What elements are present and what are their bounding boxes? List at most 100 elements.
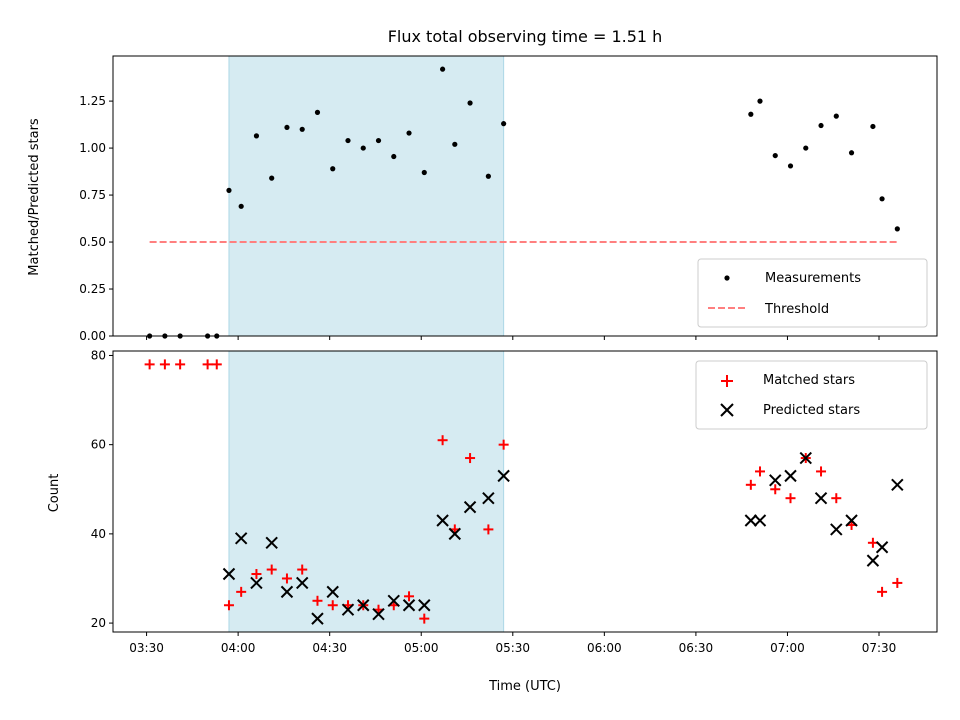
observing-span-shade-bottom <box>228 350 505 633</box>
predicted-star-point <box>845 514 858 527</box>
matched-star-point <box>159 359 170 370</box>
legend-measurements-marker <box>724 275 730 281</box>
x-stroke-b <box>357 599 370 612</box>
matched-star-point <box>483 524 494 535</box>
measurement-point <box>421 169 427 176</box>
x-stroke-b <box>463 500 477 514</box>
measurement-point <box>467 100 473 106</box>
measurement-point <box>330 166 336 172</box>
matched-star-point <box>404 591 415 602</box>
measurement-point <box>787 163 794 169</box>
predicted-star-point <box>784 469 797 483</box>
top-panel: Flux total observing time = 1.51 h 0.00 0… <box>27 27 938 343</box>
matched-star-point <box>892 577 903 588</box>
x-tick-label: 05:30 <box>495 641 530 655</box>
legend-measurements-label: Measurements <box>765 271 861 286</box>
x-stroke-b <box>250 576 263 590</box>
top-legend: Measurements Threshold <box>697 258 928 328</box>
matched-star-point <box>175 359 186 370</box>
predicted-star-point <box>296 576 309 590</box>
measurement-point <box>238 203 244 209</box>
predicted-star-point <box>418 599 431 612</box>
matched-star-point <box>223 600 234 611</box>
measurement-point <box>833 113 839 119</box>
x-stroke-b <box>402 599 416 612</box>
top-y-axis: 0.00 0.25 0.50 0.75 1.00 1.25 <box>79 94 113 343</box>
matched-star-point <box>785 493 796 504</box>
y-tick-label: 1.25 <box>79 94 106 108</box>
measurement-point <box>345 137 351 144</box>
x-stroke-b <box>311 612 324 625</box>
matched-star-point <box>297 564 308 575</box>
predicted-star-point <box>497 469 510 483</box>
x-tick-label: 04:00 <box>221 641 256 655</box>
matched-star-point <box>202 359 213 370</box>
bottom-legend: Matched stars Predicted stars <box>695 360 928 430</box>
measurement-point <box>391 153 397 160</box>
matched-star-point <box>211 359 222 370</box>
y-tick-label: 60 <box>91 438 106 452</box>
predicted-star-point <box>234 532 248 545</box>
predicted-star-point <box>482 491 495 505</box>
x-stroke-b <box>784 469 797 483</box>
x-axis-label: Time (UTC) <box>488 679 561 694</box>
predicted-star-point <box>311 612 324 625</box>
x-tick-label: 06:00 <box>587 641 622 655</box>
predicted-star-point <box>769 474 782 487</box>
measurement-point <box>848 150 855 156</box>
x-stroke-b <box>222 567 236 581</box>
predicted-star-point <box>463 500 477 514</box>
y-tick-label: 1.00 <box>79 141 106 155</box>
predicted-star-point <box>222 567 236 581</box>
matched-star-point <box>437 435 448 446</box>
bottom-y-axis: 20 40 60 80 <box>91 348 113 630</box>
predicted-star-point <box>341 603 355 616</box>
measurement-point <box>818 122 824 129</box>
measurement-point <box>299 126 305 132</box>
measurement-point <box>894 226 900 232</box>
y-tick-label: 0.00 <box>79 329 106 343</box>
x-stroke-b <box>845 514 858 527</box>
predicted-star-point <box>814 491 828 505</box>
measurement-point <box>772 152 778 159</box>
measurement-point <box>440 66 446 72</box>
predicted-star-point <box>250 576 263 590</box>
bottom-x-axis: 03:30 04:00 04:30 05:00 05:30 06:00 06:30 07:00… <box>129 632 896 655</box>
predicted-star-point <box>280 585 294 599</box>
matched-star-point <box>251 569 262 580</box>
x-stroke-b <box>296 576 309 590</box>
x-stroke-b <box>769 474 782 487</box>
predicted-star-point <box>326 585 339 599</box>
observing-span-shade-top <box>228 55 505 337</box>
matched-star-point <box>754 466 765 477</box>
predicted-star-point <box>402 599 416 612</box>
measurement-point <box>452 141 458 147</box>
x-stroke-b <box>418 599 431 612</box>
x-stroke-b <box>875 541 889 554</box>
measurement-point <box>757 98 763 104</box>
top-series <box>147 66 900 339</box>
x-stroke-b <box>891 478 904 492</box>
x-stroke-b <box>814 491 828 505</box>
measurement-point <box>226 187 232 193</box>
matched-star-point <box>877 586 888 597</box>
matched-star-point <box>498 439 509 450</box>
x-tick-label: 04:30 <box>312 641 347 655</box>
x-stroke-b <box>744 514 758 527</box>
matched-star-point <box>144 359 155 370</box>
matched-star-point <box>281 573 292 584</box>
x-stroke-b <box>482 491 495 505</box>
x-stroke-b <box>326 585 339 599</box>
matched-star-point <box>770 484 781 495</box>
y-tick-label: 0.25 <box>79 282 106 296</box>
measurement-point <box>284 124 290 131</box>
predicted-star-point <box>448 527 462 541</box>
predicted-star-point <box>265 536 278 550</box>
x-stroke-b <box>866 554 880 567</box>
chart-title: Flux total observing time = 1.51 h <box>388 27 663 46</box>
x-stroke-b <box>436 514 449 527</box>
y-tick-label: 0.75 <box>79 188 106 202</box>
y-tick-label: 40 <box>91 527 106 541</box>
matched-star-point <box>745 479 756 490</box>
x-stroke-b <box>799 451 812 465</box>
